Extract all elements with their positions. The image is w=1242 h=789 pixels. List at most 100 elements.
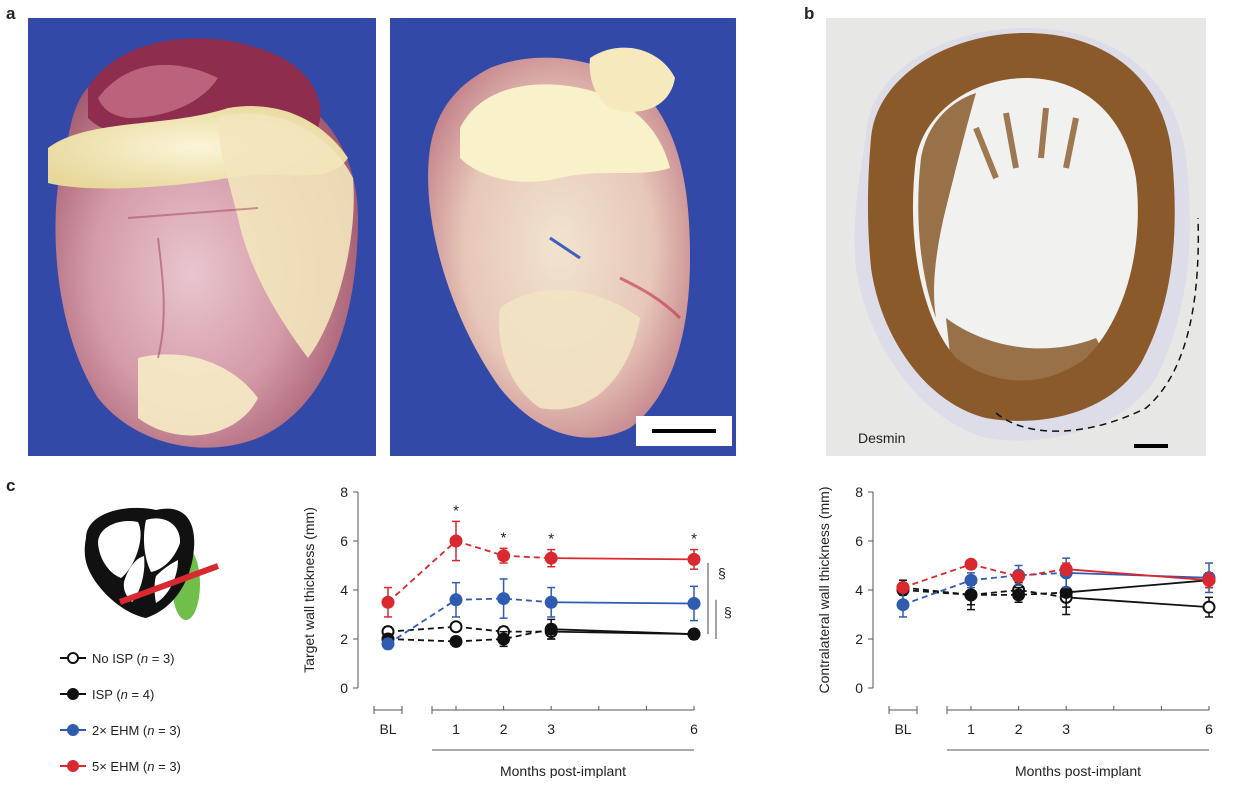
- series-line: [1066, 596, 1210, 609]
- y-tick-label: 8: [340, 484, 348, 500]
- significance-marker: *: [691, 531, 697, 548]
- series-line: [551, 601, 695, 605]
- series-line: [902, 563, 972, 589]
- data-point: [381, 637, 395, 651]
- data-point: [1012, 588, 1026, 602]
- x-tick-label: 3: [1062, 721, 1070, 737]
- data-point: [1059, 585, 1073, 599]
- y-tick-label: 4: [855, 582, 863, 598]
- chart-target-wall: 0 2 4 6 8 Target wall thickness (mm) BL 1 2 3 6 Mon…: [301, 484, 732, 778]
- series-line: [902, 579, 972, 606]
- series-line: [970, 571, 1067, 582]
- x-tick-label: 6: [690, 721, 698, 737]
- y-tick-label: 6: [855, 533, 863, 549]
- heart-photo-right: [390, 18, 736, 456]
- data-point: [687, 627, 701, 641]
- series-line: [551, 628, 695, 635]
- legend-label: ISP (n = 4): [92, 686, 155, 702]
- series-line: [1066, 568, 1210, 582]
- legend-marker-icon: [60, 688, 86, 700]
- x-tick-label: BL: [379, 721, 396, 737]
- heart-schematic: [66, 498, 236, 628]
- legend-label: No ISP (n = 3): [92, 650, 175, 666]
- data-point: [449, 534, 463, 548]
- data-point: [544, 551, 558, 565]
- heart-photo-left: [28, 18, 376, 456]
- series-line: [455, 628, 552, 643]
- x-tick-label: 6: [1205, 721, 1213, 737]
- section-marker: §: [718, 565, 726, 581]
- y-axis-label: Contralateral wall thickness (mm): [816, 487, 832, 694]
- series-line: [387, 540, 457, 603]
- series-line: [902, 586, 972, 596]
- series-line: [971, 591, 1067, 596]
- data-point: [964, 557, 978, 571]
- series-line: [902, 589, 972, 596]
- y-tick-label: 0: [855, 680, 863, 696]
- data-point: [1012, 570, 1026, 584]
- series-line: [970, 589, 1067, 599]
- x-tick-label: 2: [1015, 721, 1023, 737]
- data-point: [1202, 600, 1216, 614]
- series-line: [455, 540, 552, 560]
- legend-label: 2× EHM (n = 3): [92, 722, 181, 738]
- legend-label: 5× EHM (n = 3): [92, 758, 181, 774]
- series-line: [970, 563, 1067, 578]
- panel-label-a: a: [6, 4, 16, 23]
- section-marker: §: [724, 604, 732, 620]
- data-point: [381, 595, 395, 609]
- data-point: [544, 622, 558, 636]
- data-point: [449, 634, 463, 648]
- y-tick-label: 4: [340, 582, 348, 598]
- data-point: [1059, 562, 1073, 576]
- data-point: [497, 592, 511, 606]
- series-line: [551, 557, 695, 561]
- data-point: [896, 581, 910, 595]
- significance-marker: *: [453, 502, 459, 519]
- y-tick-label: 8: [855, 484, 863, 500]
- data-point: [964, 573, 978, 587]
- data-point: [449, 620, 463, 634]
- y-axis-label: Target wall thickness (mm): [301, 507, 317, 673]
- legend-item: ISP (n = 4): [60, 676, 181, 712]
- data-point: [449, 593, 463, 607]
- x-axis-label: Months post-implant: [1015, 763, 1141, 778]
- data-point: [544, 595, 558, 609]
- series-line: [455, 597, 552, 604]
- series-line: [387, 625, 457, 633]
- data-point: [497, 549, 511, 563]
- y-tick-label: 6: [340, 533, 348, 549]
- legend: No ISP (n = 3) ISP (n = 4) 2× EHM (n = 3) 5…: [60, 640, 181, 784]
- data-point: [687, 552, 701, 566]
- legend-item: 5× EHM (n = 3): [60, 748, 181, 784]
- panel-label-b: b: [804, 4, 815, 23]
- legend-marker-icon: [60, 652, 86, 664]
- legend-marker-icon: [60, 760, 86, 772]
- data-point: [497, 632, 511, 646]
- x-tick-label: BL: [894, 721, 911, 737]
- y-tick-label: 0: [340, 680, 348, 696]
- x-tick-label: 3: [547, 721, 555, 737]
- x-axis-label: Months post-implant: [500, 763, 626, 778]
- legend-item: No ISP (n = 3): [60, 640, 181, 676]
- series-line: [455, 625, 552, 633]
- stain-label: Desmin: [858, 430, 905, 446]
- x-tick-label: 1: [967, 721, 975, 737]
- panel-label-c: c: [6, 476, 16, 495]
- series-line: [1066, 579, 1210, 594]
- chart-contralateral-wall: 0 2 4 6 8 Contralateral wall thickness (mm) BL…: [816, 484, 1216, 778]
- data-point: [964, 588, 978, 602]
- series-line: [387, 638, 457, 643]
- significance-marker: *: [501, 529, 507, 546]
- data-point: [896, 598, 910, 612]
- data-point: [687, 596, 701, 610]
- x-tick-label: 2: [500, 721, 508, 737]
- significance-marker: *: [548, 531, 554, 548]
- legend-marker-icon: [60, 724, 86, 736]
- x-tick-label: 1: [452, 721, 460, 737]
- data-point: [1202, 573, 1216, 587]
- series-line: [387, 599, 457, 645]
- histology-desmin-image: Desmin: [826, 18, 1206, 456]
- y-tick-label: 2: [855, 631, 863, 647]
- legend-item: 2× EHM (n = 3): [60, 712, 181, 748]
